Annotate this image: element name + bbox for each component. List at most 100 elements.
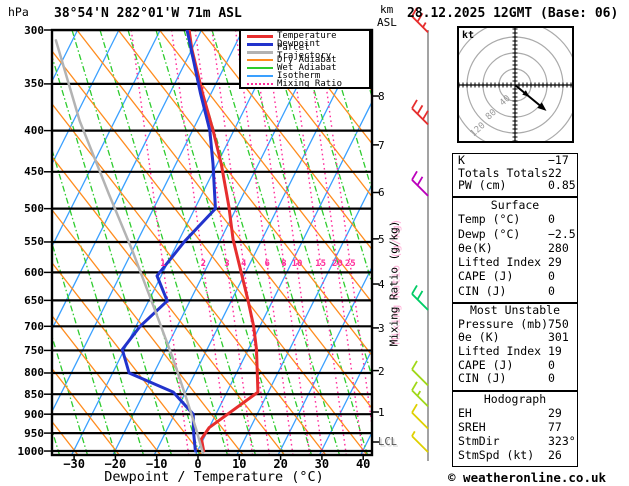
watermark-weatheronline: © weatheronline.co.uk bbox=[448, 470, 607, 485]
legend-line-sample bbox=[247, 75, 273, 77]
hodograph-unit-label: kt bbox=[462, 30, 475, 41]
km-tick-label: 7 bbox=[378, 138, 385, 152]
pressure-tick-label: 400 bbox=[24, 124, 44, 138]
legend-item-label: Dry Adiabat bbox=[277, 55, 337, 65]
mixing-ratio-value-label: 10 bbox=[291, 258, 303, 269]
table-section-indices: K −17 Totals Totals 22 PW (cm) 0.85 bbox=[452, 153, 578, 197]
legend-line-sample bbox=[247, 50, 273, 54]
altitude-axis-unit-asl: ASL bbox=[377, 16, 397, 29]
table-row-value: 29 bbox=[548, 255, 562, 270]
mixing-ratio-value-label: 8 bbox=[281, 258, 287, 269]
temperature-tick-label: 20 bbox=[273, 457, 288, 471]
legend-line-sample bbox=[247, 67, 273, 69]
temperature-tick-label: 30 bbox=[314, 457, 330, 471]
table-row: CAPE (J) 0 bbox=[453, 269, 577, 283]
mixing-ratio-value-label: 6 bbox=[264, 258, 270, 269]
table-row-label: PW (cm) bbox=[458, 178, 507, 193]
table-row-value: 0 bbox=[548, 283, 555, 298]
lcl-marker-label: LCL bbox=[378, 436, 397, 448]
table-row-value: 77 bbox=[548, 420, 562, 434]
legend-item-temperature: Temperature bbox=[241, 32, 369, 41]
table-row: Temp (°C) 0 bbox=[453, 212, 577, 226]
temperature-tick-label: 40 bbox=[355, 457, 371, 471]
table-row-label: StmDir bbox=[458, 434, 500, 448]
table-row-label: CAPE (J) bbox=[458, 269, 514, 284]
km-tick-label: 5 bbox=[378, 232, 385, 246]
table-row-label: Dewp (°C) bbox=[458, 226, 521, 241]
table-row-label: θe(K) bbox=[458, 240, 493, 255]
legend-item-label: Parcel Trajectory bbox=[277, 43, 332, 61]
legend-item-label: Mixing Ratio bbox=[277, 79, 343, 89]
km-tick-label: 1 bbox=[378, 406, 385, 419]
table-row-value: 0 bbox=[548, 269, 555, 284]
table-row-label: K bbox=[458, 153, 465, 167]
pressure-tick-label: 750 bbox=[24, 343, 44, 357]
table-section-title: Most Unstable bbox=[469, 303, 560, 317]
table-row-value: 22 bbox=[548, 165, 562, 180]
km-tick-label: 8 bbox=[378, 90, 385, 104]
temperature-tick-label: −10 bbox=[145, 457, 168, 471]
curve-temperature bbox=[187, 30, 260, 453]
table-row-label: Lifted Index bbox=[458, 255, 542, 270]
table-row-value: 0 bbox=[548, 212, 555, 227]
table-row: Totals Totals 22 bbox=[453, 165, 577, 180]
table-row-value: −17 bbox=[548, 153, 569, 167]
sounding-curves bbox=[54, 30, 260, 455]
pressure-tick-label: 500 bbox=[24, 202, 44, 216]
table-row-label: Pressure (mb) bbox=[458, 316, 549, 331]
station-title: 38°54'N 282°01'W 71m ASL bbox=[54, 6, 242, 21]
pressure-tick-label: 950 bbox=[24, 426, 44, 440]
table-row: θe (K) 301 bbox=[453, 330, 577, 345]
temperature-tick-label: −30 bbox=[63, 457, 85, 471]
x-axis-label: Dewpoint / Temperature (°C) bbox=[104, 469, 324, 485]
table-row: EH 29 bbox=[453, 406, 577, 420]
table-row: Lifted Index 19 bbox=[453, 343, 577, 359]
table-row-label: Temp (°C) bbox=[458, 212, 521, 227]
altitude-axis-unit-km: km bbox=[380, 3, 394, 16]
mixing-ratio-axis-label: Mixing Ratio (g/kg) bbox=[387, 220, 401, 347]
mixing-ratio-value-label: 15 bbox=[315, 258, 327, 269]
table-section-title: Surface bbox=[490, 198, 540, 212]
legend-item-label: Isotherm bbox=[277, 71, 321, 81]
table-row-value: 750 bbox=[548, 316, 569, 331]
pressure-tick-label: 600 bbox=[24, 265, 44, 279]
legend-item-wet-adiabat: Wet Adiabat bbox=[241, 64, 369, 73]
pressure-tick-label: 1000 bbox=[17, 444, 45, 458]
pressure-tick-label: 550 bbox=[24, 235, 44, 249]
legend-item-mixing-ratio: Mixing Ratio bbox=[241, 79, 369, 89]
table-row-label: CAPE (J) bbox=[458, 357, 514, 372]
pressure-tick-label: 450 bbox=[24, 165, 44, 179]
chart-legend: Temperature Dewpoint Parcel Trajectory Dry … bbox=[239, 29, 371, 89]
table-row-value: 280 bbox=[548, 240, 569, 255]
table-row: CIN (J) 0 bbox=[453, 284, 577, 298]
legend-line-sample bbox=[247, 83, 273, 85]
table-row-value: 0 bbox=[548, 371, 555, 386]
table-row: PW (cm) 0.85 bbox=[453, 179, 577, 192]
datetime-title: 28.12.2025 12GMT (Base: 06) bbox=[407, 6, 619, 21]
table-section-hodograph: Hodograph EH 29 SREH 77 StmDir 323° StmSpd (kt)… bbox=[452, 391, 578, 467]
mixing-ratio-value-label: 2 bbox=[200, 258, 207, 269]
table-row-value: 26 bbox=[548, 448, 562, 462]
pressure-tick-label: 700 bbox=[24, 319, 44, 333]
table-row: Dewp (°C) −2.5 bbox=[453, 227, 577, 241]
legend-item-dry-adiabat: Dry Adiabat bbox=[241, 55, 369, 65]
table-row: CAPE (J) 0 bbox=[453, 357, 577, 373]
mixing-ratio-value-label: 1 bbox=[160, 258, 166, 269]
table-section-most-unstable: Most Unstable Pressure (mb) 750 θe (K) 301 Li… bbox=[452, 303, 578, 391]
mixing-ratio-value-label: 4 bbox=[240, 258, 247, 269]
table-row-label: StmSpd (kt) bbox=[458, 448, 535, 462]
legend-line-sample bbox=[247, 59, 273, 61]
table-row: StmDir 323° bbox=[453, 434, 577, 448]
table-section-title: Hodograph bbox=[483, 392, 547, 406]
table-row: SREH 77 bbox=[453, 420, 577, 434]
pressure-tick-label: 850 bbox=[24, 387, 44, 401]
table-row: Pressure (mb) 750 bbox=[453, 316, 577, 332]
table-row-value: 323° bbox=[548, 434, 576, 448]
table-row-value: 19 bbox=[548, 343, 562, 358]
temperature-tick-label: −20 bbox=[104, 457, 127, 471]
curve-dewpoint bbox=[120, 30, 217, 453]
temperature-tick-label: 10 bbox=[232, 457, 247, 471]
mixing-ratio-value-label: 25 bbox=[344, 258, 356, 269]
table-row: CIN (J) 0 bbox=[453, 371, 577, 386]
